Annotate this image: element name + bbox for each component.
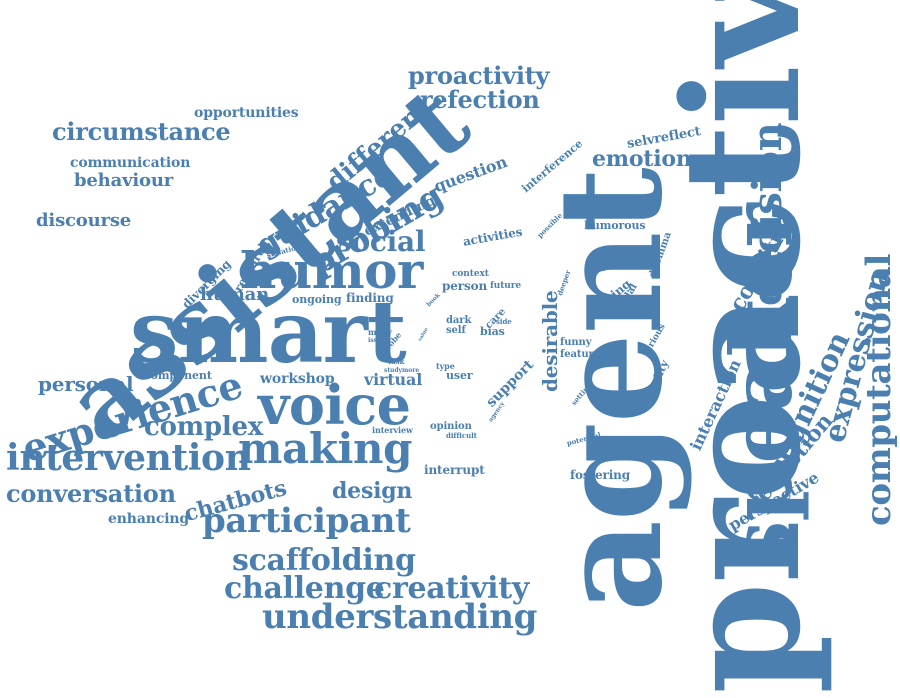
word-dark: dark [446,315,472,326]
word-design: design [332,478,413,504]
word-intervention: intervention [6,437,251,479]
word-future: future [490,281,522,291]
word-social: social [336,225,426,258]
word-difficult: difficult [446,431,477,440]
word-implication: implication [574,201,644,214]
word-side: side [496,317,512,326]
word-human: human [200,284,270,305]
word-challenge: challenge [224,571,385,606]
word-component: component [144,369,212,382]
word-complex: complex [144,412,263,442]
word-fostering: fostering [570,468,631,482]
word-humorous: humorous [584,219,646,232]
word-book: book [425,291,442,309]
word-interrupt: interrupt [424,463,485,477]
word-creativity: creativity [374,571,529,606]
word-opinion: opinion [430,421,472,432]
word-guided: guided [600,261,638,272]
word-discourse: discourse [36,210,132,231]
word-personal: personal [38,372,134,396]
word-activities: activities [461,224,524,249]
word-bias: bias [480,325,505,338]
word-user: user [446,369,473,382]
word-self: self [446,325,466,336]
word-making: making [238,424,413,473]
word-enhancing: enhancing [108,511,190,527]
word-conversation: conversation [6,479,176,508]
word-humor: humor [240,241,423,300]
word-desirable: desirable [538,290,562,392]
word-smart: smart [130,282,407,383]
word-study: study [384,367,402,374]
word-understanding: understanding [262,597,538,637]
word-scaffolding: scaffolding [232,543,416,578]
word-voice: voice [258,373,411,437]
word-feature: feature [560,349,600,360]
word-funny: funny [560,337,592,348]
word-refection: refection [420,85,540,114]
word-interview: interview [372,425,413,435]
word-task: task [388,357,405,366]
word-behaviour: behaviour [74,170,174,191]
word-opportunities: opportunities [194,105,299,121]
word-virtual: virtual [364,370,423,389]
word-context: context [452,269,489,279]
word-finding: finding [346,291,394,305]
word-circumstance: circumstance [52,117,231,146]
word-issue: issue [368,337,385,344]
word-communication: communication [70,155,191,171]
word-person: person [442,279,488,293]
word-more: more [402,367,420,374]
word-ongoing: ongoing [292,293,342,306]
word-proactivity: proactivity [408,61,550,90]
word-participant: participant [202,501,411,541]
word-many: many [368,327,392,337]
word-emotion: emotion [592,146,692,172]
word-value: value [417,326,430,343]
word-type: type [436,361,455,371]
word-workshop: workshop [260,371,335,387]
